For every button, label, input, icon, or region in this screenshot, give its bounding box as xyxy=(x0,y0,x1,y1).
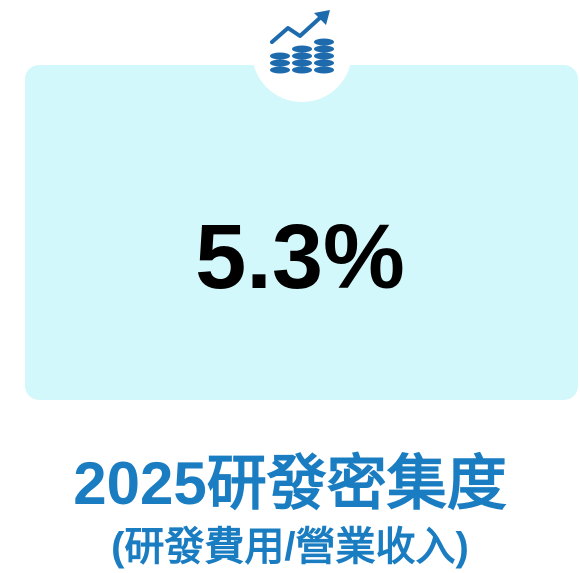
trend-arrow xyxy=(270,14,324,44)
coin-stack xyxy=(292,45,312,74)
kpi-subtitle: (研發費用/營業收入) xyxy=(111,525,469,569)
arrow-head xyxy=(314,10,330,25)
coin-stack xyxy=(314,38,334,74)
kpi-value: 5.3% xyxy=(195,206,405,308)
card-background xyxy=(25,65,578,400)
kpi-title: 2025研發密集度 xyxy=(73,450,506,517)
growth-coins-icon xyxy=(270,10,334,74)
coin-stack xyxy=(270,52,290,74)
